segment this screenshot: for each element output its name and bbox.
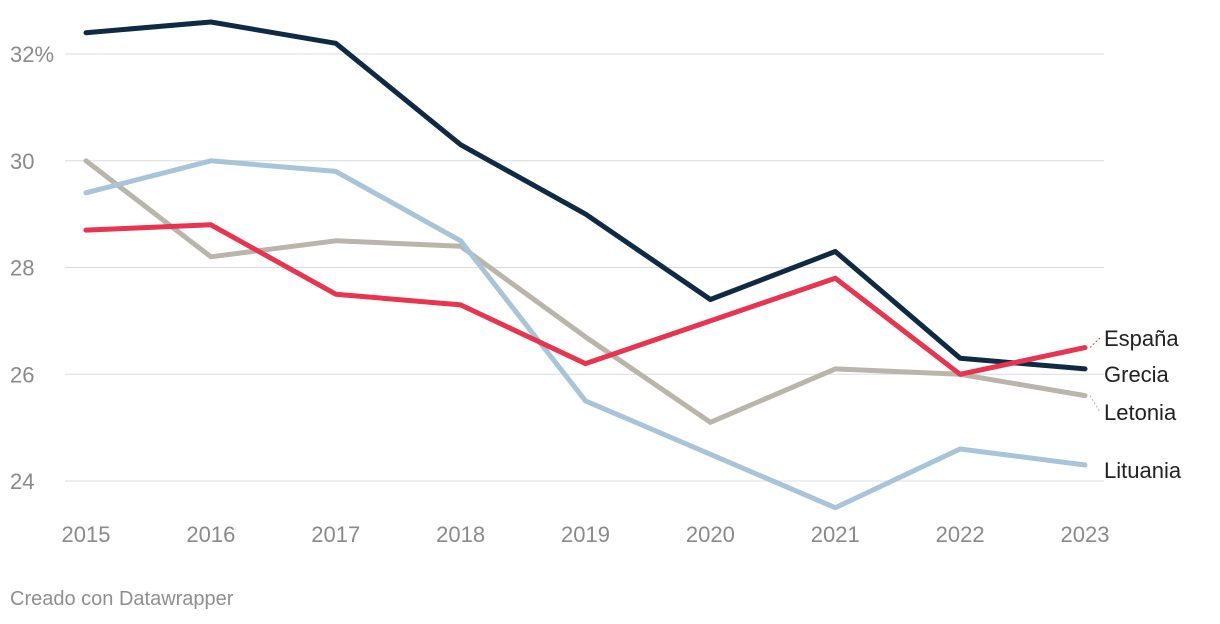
x-tick-label: 2020 [686,522,735,547]
label-connector-espana [1089,337,1101,348]
y-axis-ticks: 24 26 28 30 32% [10,42,54,494]
x-tick-label: 2017 [311,522,360,547]
series-label-espana: España [1104,326,1179,351]
x-axis-ticks: 2015 2016 2017 2018 2019 2020 2021 2022 2023 [62,522,1110,547]
series-line-espana [83,222,1088,377]
series-line-lituania [83,158,1088,511]
y-tick-label: 26 [10,362,34,387]
x-tick-label: 2018 [436,522,485,547]
grid-lines [65,53,1104,482]
credit-text: Creado con Datawrapper [10,588,234,610]
x-tick-label: 2022 [936,522,985,547]
label-connector-letonia [1089,395,1101,413]
series-labels: Grecia Letonia Lituania España [1089,326,1182,483]
x-tick-label: 2021 [811,522,860,547]
series-line-grecia [83,19,1088,372]
line-chart: 24 26 28 30 32% 2015 2016 2017 2018 2019 2020 2021… [10,19,1182,547]
series-label-lituania: Lituania [1104,458,1182,483]
series-lines [83,19,1088,511]
x-tick-label: 2019 [561,522,610,547]
y-tick-label: 30 [10,149,34,174]
x-tick-label: 2023 [1061,522,1110,547]
series-label-letonia: Letonia [1104,400,1177,425]
y-tick-label: 28 [10,256,34,281]
x-tick-label: 2016 [186,522,235,547]
series-line-letonia [83,158,1088,425]
x-tick-label: 2015 [62,522,111,547]
y-tick-label: 24 [10,469,34,494]
series-label-grecia: Grecia [1104,362,1170,387]
y-tick-label: 32% [10,42,54,67]
